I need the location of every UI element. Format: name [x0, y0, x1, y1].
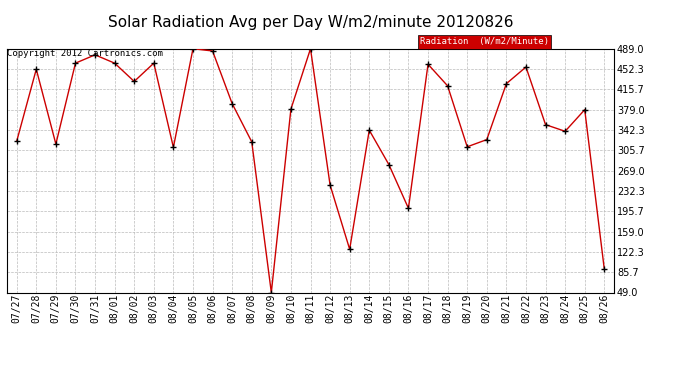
Text: Solar Radiation Avg per Day W/m2/minute 20120826: Solar Radiation Avg per Day W/m2/minute … — [108, 15, 513, 30]
Text: Copyright 2012 Cartronics.com: Copyright 2012 Cartronics.com — [7, 49, 163, 58]
Text: Radiation  (W/m2/Minute): Radiation (W/m2/Minute) — [420, 38, 549, 46]
